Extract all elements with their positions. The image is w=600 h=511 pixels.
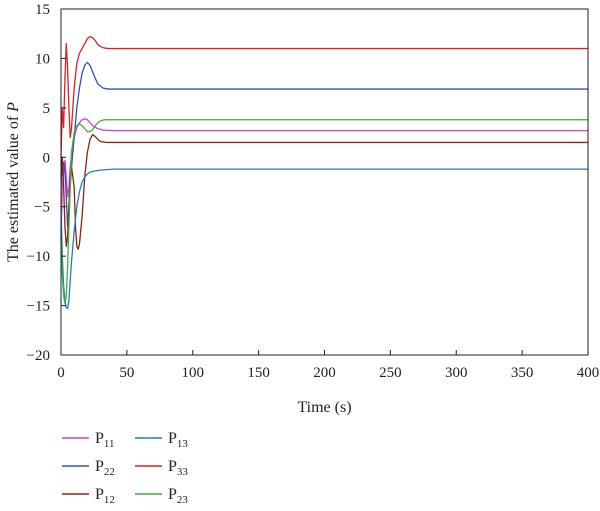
x-axis: 0 50 100 150 200 250 300 350 400 [57,350,599,381]
x-tick-label: 200 [313,365,336,381]
y-tick-label: 0 [43,150,51,166]
x-tick-label: 400 [577,365,600,381]
y-tick-label: −10 [27,249,50,265]
x-tick-label: 150 [247,365,270,381]
x-tick-label: 350 [511,365,534,381]
y-axis-title: The estimated value of P [5,102,22,262]
x-tick-label: 0 [57,365,65,381]
legend: P11 P22 P12 P13 P33 P23 [62,430,188,506]
series-line-p23 [60,119,588,305]
legend-label-p12: P12 [95,486,115,506]
legend-label-p13: P13 [168,430,188,450]
y-tick-label: −5 [34,200,50,216]
y-tick-label: 5 [43,101,51,117]
series-line-p22 [60,61,588,228]
series-line-p13 [60,168,588,310]
y-tick-label: 10 [35,51,50,67]
legend-label-p23: P23 [168,486,188,506]
x-tick-label: 100 [182,365,205,381]
x-tick-label: 300 [445,365,468,381]
y-tick-label: −15 [27,299,50,315]
legend-label-p22: P22 [95,458,115,478]
series-line-p12 [60,133,588,250]
y-tick-label: 15 [35,2,50,18]
x-tick-label: 250 [379,365,402,381]
legend-label-p33: P33 [168,458,188,478]
series-line-p33 [60,36,588,158]
series-layer [60,36,588,310]
x-axis-title: Time (s) [297,399,351,416]
legend-label-p11: P11 [95,430,115,450]
x-tick-label: 50 [119,365,134,381]
y-tick-label: −20 [27,348,50,364]
y-axis: −20 −15 −10 −5 0 5 10 15 [27,2,66,364]
plot-frame [60,8,589,356]
series-line-p11 [60,118,588,237]
